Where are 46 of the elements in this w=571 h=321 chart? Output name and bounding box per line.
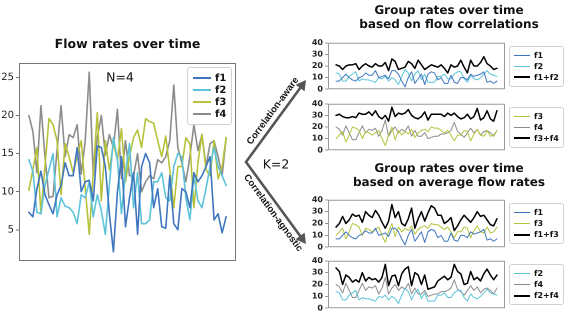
y-tick-label: 40 (312, 38, 324, 47)
y-tick-label: 30 (312, 206, 324, 216)
legend-label: f2 (215, 84, 226, 96)
legend-label: f1 (215, 72, 226, 84)
y-tick-label: 30 (312, 110, 324, 120)
y-tick-label: 25 (1, 72, 14, 84)
y-tick-label: 20 (312, 280, 324, 289)
legend-label: f2+f4 (534, 291, 559, 300)
legend-label: f3 (215, 96, 226, 108)
y-tick-label: 0 (317, 84, 324, 94)
y-tick-label: 30 (312, 49, 324, 58)
y-tick-label: 40 (312, 98, 324, 108)
chart-title: Group rates over time based on flow correlations (358, 3, 540, 32)
y-tick-label: 20 (312, 122, 324, 132)
y-tick-label: 10 (1, 186, 14, 198)
y-tick-label: 10 (312, 291, 324, 300)
y-tick-label: 0 (317, 242, 324, 252)
legend-label: f1+f3 (534, 230, 559, 239)
y-tick-label: 40 (312, 256, 324, 265)
legend-label: f3 (534, 219, 544, 228)
y-tick-label: 10 (312, 72, 324, 82)
legend-label: f2 (534, 62, 544, 70)
text: K=2 (262, 156, 290, 172)
y-tick-label: 30 (312, 268, 324, 277)
legend-label: f3+f4 (534, 134, 559, 142)
legend-label: f3 (534, 112, 544, 120)
y-tick-label: 15 (1, 148, 14, 160)
legend-label: f4 (534, 280, 544, 289)
legend-label: f1+f2 (534, 72, 559, 82)
y-tick-label: 0 (317, 145, 324, 154)
chart-title: Group rates over time based on average flow rates (352, 161, 546, 190)
legend-label: f4 (215, 108, 226, 120)
y-tick-label: 5 (8, 224, 14, 236)
y-tick-label: 0 (317, 303, 324, 312)
legend-label: f1 (534, 50, 544, 60)
annotation: N=4 (106, 70, 134, 84)
legend-label: f2 (534, 269, 544, 278)
legend-label: f1 (534, 208, 544, 217)
y-tick-label: 10 (312, 230, 324, 240)
chart-title: Flow rates over time (54, 36, 202, 52)
legend-label: f4 (534, 122, 544, 132)
y-tick-label: 20 (1, 110, 14, 122)
y-tick-label: 20 (312, 218, 324, 228)
y-tick-label: 10 (312, 134, 324, 143)
y-tick-label: 20 (312, 61, 324, 70)
y-tick-label: 40 (312, 194, 324, 204)
